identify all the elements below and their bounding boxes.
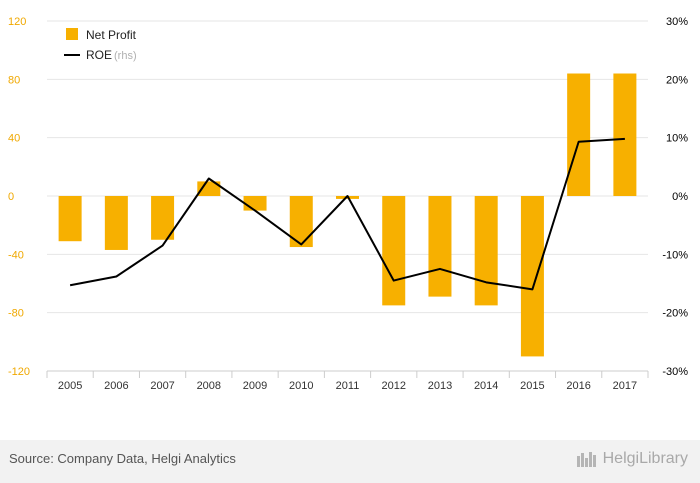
x-tick-label: 2012 xyxy=(381,380,405,392)
legend-label-roe: ROE xyxy=(86,48,112,62)
bar-net-profit xyxy=(151,196,175,240)
bar-net-profit xyxy=(104,196,128,250)
left-tick-label: 80 xyxy=(8,74,20,86)
left-tick-label: -40 xyxy=(8,249,24,261)
x-tick-label: 2013 xyxy=(428,380,452,392)
legend-suffix-roe: (rhs) xyxy=(114,50,137,62)
right-tick-label: -30% xyxy=(662,366,688,378)
x-tick-label: 2015 xyxy=(520,380,544,392)
legend-label-net-profit: Net Profit xyxy=(86,28,137,42)
chart-area: 120 80 40 0 -40 -80 -120 30% 20% 10% 0% -10% -20% -30… xyxy=(8,16,689,392)
x-tick-label: 2007 xyxy=(150,380,174,392)
bookshelf-logo-icon xyxy=(576,452,596,467)
x-tick-label: 2010 xyxy=(289,380,313,392)
x-tick-label: 2008 xyxy=(197,380,221,392)
x-tick-label: 2016 xyxy=(566,380,590,392)
right-tick-label: 0% xyxy=(672,191,688,203)
bar-net-profit xyxy=(567,73,591,196)
bar-net-profit xyxy=(428,196,452,297)
right-tick-label: 10% xyxy=(666,133,688,145)
x-tick-label: 2009 xyxy=(243,380,267,392)
right-tick-label: -10% xyxy=(662,249,688,261)
x-tick-label: 2006 xyxy=(104,380,128,392)
source-note: Source: Company Data, Helgi Analytics xyxy=(9,451,236,466)
bar-net-profit xyxy=(520,196,544,357)
bar-net-profit xyxy=(382,196,406,306)
chart: 120 80 40 0 -40 -80 -120 30% 20% 10% 0% -10% -20% -30… xyxy=(8,16,688,392)
bar-net-profit xyxy=(289,196,313,248)
legend-swatch-net-profit xyxy=(66,28,78,40)
x-tick-label: 2011 xyxy=(336,380,360,392)
left-tick-label: 120 xyxy=(8,16,26,28)
left-tick-label: -120 xyxy=(8,366,30,378)
brand-logo[interactable]: HelgiLibrary xyxy=(576,450,688,468)
bar-net-profit xyxy=(474,196,498,306)
left-tick-label: -80 xyxy=(8,308,24,320)
left-tick-label: 0 xyxy=(8,191,14,203)
right-tick-label: -20% xyxy=(662,308,688,320)
x-tick-label: 2014 xyxy=(474,380,498,392)
x-tick-label: 2017 xyxy=(613,380,637,392)
right-tick-label: 30% xyxy=(666,16,688,28)
left-tick-label: 40 xyxy=(8,133,20,145)
bar-net-profit xyxy=(197,181,221,196)
brand-name: HelgiLibrary xyxy=(602,450,688,467)
x-tick-label: 2005 xyxy=(58,380,82,392)
line-roe xyxy=(69,137,625,291)
bar-net-profit xyxy=(243,196,267,211)
footer: Source: Company Data, Helgi Analytics He… xyxy=(0,440,700,483)
bar-net-profit xyxy=(58,196,82,242)
right-tick-label: 20% xyxy=(666,74,688,86)
bar-net-profit xyxy=(613,73,637,196)
